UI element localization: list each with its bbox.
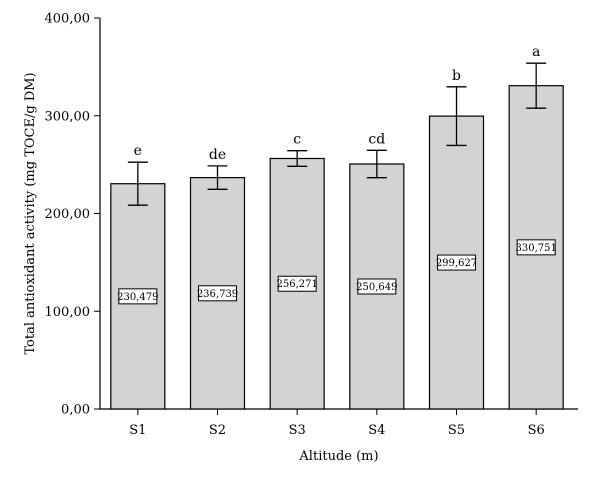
significance-label: de — [209, 147, 226, 163]
significance-label: cd — [368, 131, 385, 147]
x-tick-label: S2 — [209, 423, 226, 438]
x-tick-label: S5 — [448, 423, 465, 438]
value-label: 299,627 — [436, 258, 477, 269]
value-label-box — [437, 254, 476, 271]
x-axis-title: Altitude (m) — [298, 449, 378, 464]
y-tick-label: 100,00 — [45, 305, 91, 320]
value-label: 236,739 — [197, 289, 238, 300]
bars — [110, 85, 564, 410]
y-tick-label: 0,00 — [61, 403, 90, 418]
y-tick-label: 200,00 — [45, 207, 91, 222]
x-tick-label: S6 — [528, 423, 545, 438]
significance-label: e — [134, 143, 142, 159]
value-label: 230,479 — [117, 292, 158, 303]
value-label-box — [357, 278, 397, 295]
x-tick-label: S1 — [129, 423, 146, 438]
significance-label: c — [293, 132, 301, 148]
value-label-box — [516, 239, 556, 256]
value-label: 256,271 — [276, 279, 317, 290]
x-axis: S1 S2 S3 S4 S5 S6 — [100, 408, 578, 438]
significance-label: b — [452, 68, 461, 84]
value-label-box — [118, 288, 158, 305]
x-tick-label: S4 — [368, 423, 385, 438]
y-tick-label: 300,00 — [45, 109, 91, 124]
x-tick-label: S3 — [289, 423, 306, 438]
value-label: 250,649 — [356, 282, 397, 293]
value-labels: 230,479 236,739 256,271 250,649 299,627 330,7… — [117, 239, 557, 305]
significance-label: a — [532, 44, 540, 60]
error-bars — [127, 62, 547, 206]
y-axis-title: Total antioxidant activity (mg TOCE/g DM… — [23, 72, 38, 354]
y-axis: 0,00 100,00 200,00 300,00 400,00 — [45, 12, 101, 418]
y-tick-label: 400,00 — [45, 12, 91, 27]
value-label-box — [198, 285, 237, 302]
value-label-box — [277, 275, 317, 292]
value-label: 330,751 — [515, 243, 556, 254]
significance-labels: e de c cd b a — [134, 44, 541, 163]
